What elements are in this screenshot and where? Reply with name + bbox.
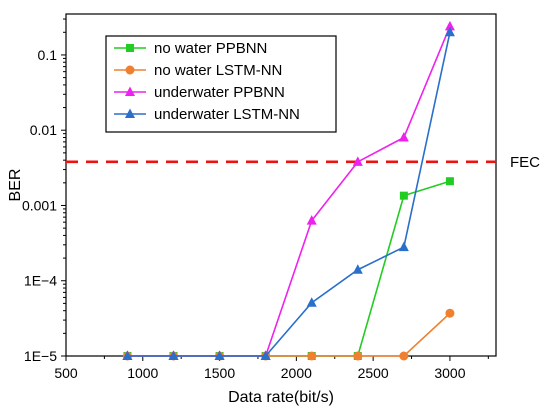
fec-label: FEC <box>510 154 540 171</box>
x-tick-label: 2500 <box>358 365 389 381</box>
data-point-s0-6 <box>399 191 408 200</box>
data-point-s2-7 <box>444 20 455 31</box>
legend-swatch-marker-1 <box>125 65 135 75</box>
y-tick-label: 0.01 <box>30 122 57 138</box>
data-point-s1-6 <box>399 351 409 361</box>
data-point-s3-1 <box>168 350 179 360</box>
data-point-s2-6 <box>398 132 409 142</box>
y-tick-label: 0.001 <box>22 197 57 213</box>
x-tick-label: 3000 <box>434 365 465 381</box>
y-tick-label: 0.1 <box>38 47 58 63</box>
data-point-s2-5 <box>352 156 363 166</box>
data-point-s3-2 <box>214 350 225 360</box>
data-point-s3-0 <box>122 350 133 360</box>
y-tick-label: 1E−4 <box>24 273 57 289</box>
data-point-s3-4 <box>306 297 317 307</box>
legend-label: underwater LSTM-NN <box>154 106 300 123</box>
x-tick-label: 1000 <box>127 365 158 381</box>
y-tick-label: 1E−5 <box>24 348 57 364</box>
x-axis-title: Data rate(bit/s) <box>228 389 334 406</box>
data-point-s1-5 <box>353 351 363 361</box>
x-tick-label: 2000 <box>281 365 312 381</box>
series-line-1 <box>127 312 451 357</box>
legend-label: underwater PPBNN <box>154 84 285 101</box>
legend-label: no water LSTM-NN <box>154 62 282 79</box>
data-point-s2-4 <box>306 215 317 225</box>
legend-box <box>105 35 337 133</box>
x-tick-label: 500 <box>54 365 78 381</box>
legend-swatch-marker-3 <box>125 108 135 118</box>
data-point-s0-7 <box>445 177 454 186</box>
legend-swatch-marker-0 <box>126 44 134 52</box>
y-axis-title: BER <box>7 169 24 202</box>
legend-label: no water PPBNN <box>154 40 267 57</box>
data-point-s3-3 <box>260 350 271 360</box>
legend-swatch-marker-2 <box>125 86 135 96</box>
x-tick-label: 1500 <box>204 365 235 381</box>
data-point-s3-6 <box>398 241 409 252</box>
data-point-s1-7 <box>445 308 455 318</box>
data-point-s1-4 <box>307 351 317 361</box>
series-line-3 <box>127 32 451 357</box>
data-point-s3-5 <box>352 264 363 274</box>
data-point-s3-7 <box>444 26 455 37</box>
